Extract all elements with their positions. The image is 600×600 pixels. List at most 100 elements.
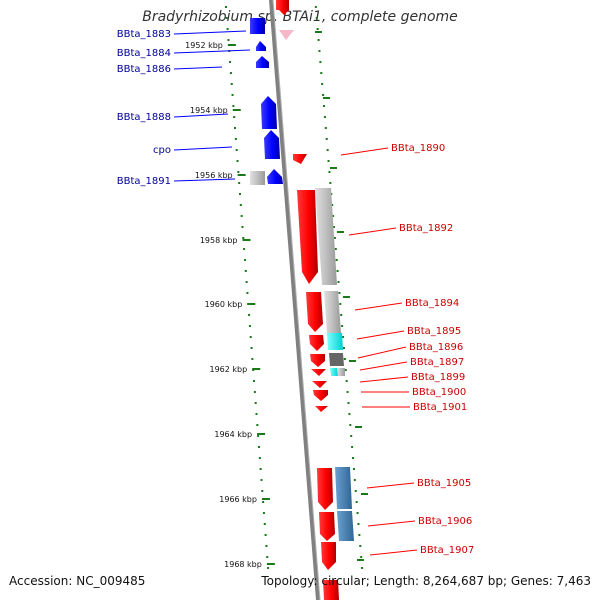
ring-dot: [244, 270, 247, 272]
ring-dot: [262, 512, 265, 514]
ring-dot: [314, 6, 317, 8]
forward-gene-label: BBta_1907: [420, 545, 474, 556]
forward-gene-label: BBta_1901: [413, 402, 467, 413]
ring-dot: [320, 72, 323, 74]
forward-gene-label: BBta_1905: [417, 478, 471, 489]
ring-dot: [351, 446, 354, 448]
ring-dot: [227, 39, 230, 41]
gene-callout-line: [173, 113, 229, 118]
gene-callout-line: [367, 520, 416, 527]
gene-callout-line: [356, 330, 405, 340]
gene-callout-line: [357, 346, 407, 359]
ring-dot: [266, 556, 269, 558]
steel-feature: [335, 467, 352, 509]
ring-dot: [358, 534, 361, 536]
ring-dot: [241, 226, 244, 228]
ring-dot: [353, 479, 356, 481]
pseudo-gene-feature: [337, 368, 345, 376]
ring-dot: [248, 314, 251, 316]
ring-dot: [318, 50, 321, 52]
ring-dot: [346, 391, 349, 393]
ring-dot: [328, 171, 331, 173]
ring-dot: [242, 237, 245, 239]
genome-backbone: [269, 0, 320, 600]
ring-dot: [340, 314, 343, 316]
gene-callout-line: [340, 147, 389, 156]
ring-dash: [357, 559, 364, 561]
forward-gene-label: BBta_1899: [411, 372, 465, 383]
ring-dot: [336, 270, 339, 272]
forward-gene-arrow: [312, 381, 327, 388]
ring-dot: [262, 501, 265, 503]
reverse-gene-label: BBta_1891: [117, 176, 171, 187]
ring-dash: [337, 231, 344, 233]
reverse-gene-label: cpo: [153, 145, 171, 156]
genome-summary: Topology: circular; Length: 8,264,687 bp…: [261, 574, 591, 588]
scale-tick-mark: [252, 368, 261, 370]
forward-gene-arrow: [319, 512, 335, 541]
ring-dot: [342, 347, 345, 349]
ring-dot: [347, 402, 350, 404]
scale-tick-label: 1966 kbp: [219, 495, 257, 504]
map-title: Bradyrhizobium sp. BTAi1, complete genom…: [142, 9, 458, 25]
scale-tick-label: 1968 kbp: [224, 560, 262, 569]
ring-dot: [354, 490, 357, 492]
scale-tick-mark: [266, 563, 275, 565]
scale-tick-label: 1952 kbp: [185, 41, 223, 50]
ring-dot: [352, 457, 355, 459]
pink-feature: [279, 30, 294, 40]
scale-tick-mark: [227, 44, 236, 46]
ring-dot: [343, 358, 346, 360]
scale-tick-mark: [257, 433, 266, 435]
ring-dot: [231, 94, 234, 96]
ring-dot: [349, 424, 352, 426]
scale-ticks: 1952 kbp 1954 kbp 1956 kbp 1958 kbp 1960 kbp…: [185, 41, 275, 569]
ring-dot: [342, 336, 345, 338]
ring-dot: [245, 281, 248, 283]
ring-dot: [345, 380, 348, 382]
reverse-gene-label: BBta_1883: [117, 29, 171, 40]
ring-dot: [348, 413, 351, 415]
dark-feature: [329, 353, 344, 366]
ring-dot: [230, 83, 233, 85]
reverse-gene-arrow: [267, 169, 283, 184]
ring-dot: [325, 138, 328, 140]
ring-dot: [359, 545, 362, 547]
reverse-gene-label: BBta_1886: [117, 64, 171, 75]
ring-dot: [352, 468, 355, 470]
gene-callout-line: [173, 146, 233, 151]
outer-ring-dots: [314, 6, 368, 569]
ring-dot: [326, 149, 329, 151]
ring-dot: [248, 325, 251, 327]
pseudo-gene-feature: [315, 188, 337, 285]
forward-gene-label: BBta_1892: [399, 223, 453, 234]
ring-dot: [332, 215, 335, 217]
gene-callout-line: [359, 361, 408, 371]
ring-dot: [333, 237, 336, 239]
ring-dot: [224, 6, 227, 8]
ring-dot: [246, 292, 249, 294]
reverse-gene-arrow: [256, 41, 266, 51]
gene-callout-line: [348, 227, 397, 236]
ring-dot: [226, 28, 229, 30]
forward-gene-label: BBta_1894: [405, 298, 459, 309]
scale-tick-mark: [261, 498, 270, 500]
forward-gene-label: BBta_1890: [391, 143, 445, 154]
ring-dot: [253, 380, 256, 382]
scale-tick-label: 1964 kbp: [214, 430, 252, 439]
pseudo-gene-feature: [250, 171, 265, 185]
ring-dot: [239, 204, 242, 206]
ring-dash: [355, 426, 362, 428]
reverse-gene-tracks: [250, 41, 283, 185]
ring-dash: [330, 167, 337, 169]
forward-gene-arrow: [317, 468, 333, 510]
forward-gene-label: BBta_1895: [407, 326, 461, 337]
gene-callout-line: [366, 482, 415, 489]
ring-dot: [259, 468, 262, 470]
gene-callout-line: [173, 49, 251, 54]
ring-dot: [355, 501, 358, 503]
ring-dot: [334, 248, 337, 250]
forward-gene-arrow: [309, 335, 324, 351]
forward-gene-tracks: [293, 154, 354, 600]
